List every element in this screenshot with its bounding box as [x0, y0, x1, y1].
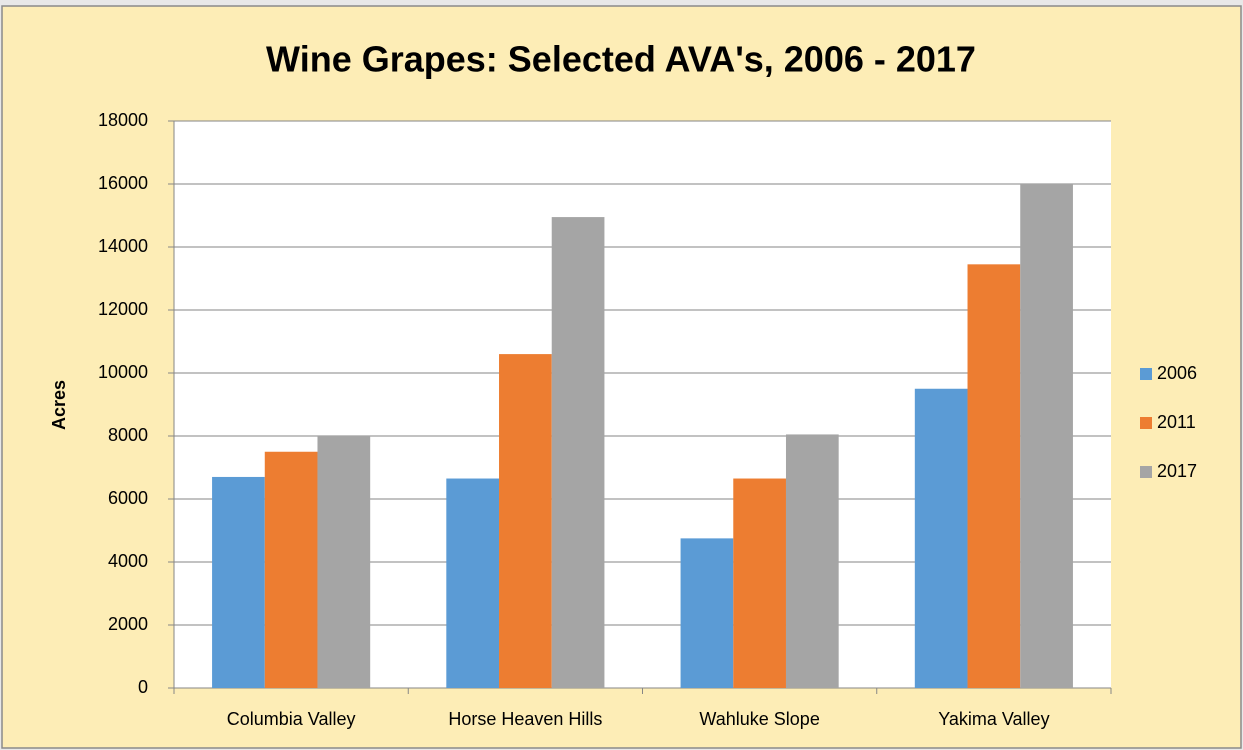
bar	[733, 478, 786, 688]
y-tick-label: 8000	[108, 425, 148, 445]
bar	[551, 217, 605, 688]
chart-title: Wine Grapes: Selected AVA's, 2006 - 2017	[266, 39, 976, 80]
bar	[212, 476, 265, 688]
bar	[1020, 184, 1073, 688]
y-tick-label: 14000	[98, 236, 148, 256]
y-axis-label: Acres	[49, 380, 69, 430]
legend-label: 2011	[1157, 412, 1196, 432]
x-tick-label: Horse Heaven Hills	[448, 709, 602, 729]
y-tick-label: 4000	[108, 551, 148, 571]
bar	[785, 434, 839, 688]
bar	[914, 388, 968, 688]
y-tick-label: 18000	[98, 110, 148, 130]
bar	[680, 538, 734, 688]
y-tick-label: 6000	[108, 488, 148, 508]
bar	[967, 264, 1021, 688]
x-tick-label: Columbia Valley	[227, 709, 356, 729]
legend-label: 2006	[1157, 363, 1197, 383]
legend-swatch	[1140, 417, 1152, 429]
legend-swatch	[1140, 466, 1152, 478]
legend-label: 2017	[1157, 461, 1197, 481]
x-tick-label: Yakima Valley	[938, 709, 1049, 729]
bar	[264, 451, 318, 688]
legend-swatch	[1140, 368, 1152, 380]
y-tick-label: 10000	[98, 362, 148, 382]
bar	[446, 478, 500, 688]
y-tick-label: 12000	[98, 299, 148, 319]
bar	[499, 354, 552, 688]
y-tick-label: 16000	[98, 173, 148, 193]
bar	[317, 436, 371, 688]
y-tick-label: 2000	[108, 614, 148, 634]
x-tick-label: Wahluke Slope	[699, 709, 819, 729]
y-tick-label: 0	[138, 677, 148, 697]
